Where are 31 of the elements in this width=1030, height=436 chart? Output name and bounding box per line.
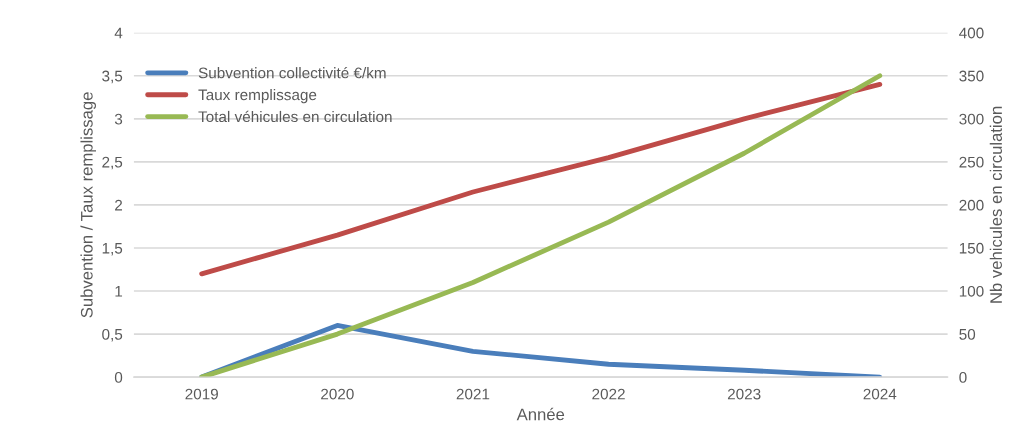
y2-axis-title: Nb vehicules en circulation <box>989 106 1002 303</box>
y2-tick-label: 100 <box>959 285 984 297</box>
y-tick-label: 2,5 <box>102 156 123 170</box>
legend-label: Subvention collectivité €/km <box>198 66 386 79</box>
y2-tick-label: 150 <box>959 242 984 254</box>
x-tick-label: 2019 <box>185 388 218 400</box>
y-tick-label: 1,5 <box>102 243 123 256</box>
y-tick-label: 0 <box>114 372 123 383</box>
x-tick-label: 2021 <box>456 388 490 400</box>
y-tick-label: 2 <box>115 199 123 211</box>
legend-label: Taux remplissage <box>198 89 317 104</box>
x-tick-label: 2022 <box>592 388 625 400</box>
y2-tick-label: 400 <box>959 27 984 39</box>
x-tick-label: 2024 <box>863 388 897 400</box>
line-series <box>199 81 883 277</box>
y-tick-label: 0,5 <box>102 328 123 342</box>
y2-tick-label: 250 <box>959 156 984 168</box>
y2-tick-label: 300 <box>959 113 984 125</box>
y2-tick-label: 50 <box>959 328 976 340</box>
y-tick-label: 1 <box>115 286 123 297</box>
y-tick-label: 3,5 <box>102 70 123 84</box>
y2-tick-label: 0 <box>959 372 967 383</box>
y2-tick-label: 350 <box>959 70 984 82</box>
x-axis-title: Année <box>516 407 565 421</box>
y2-tick-label: 200 <box>959 199 984 211</box>
x-tick-label: 2023 <box>727 388 761 400</box>
y-tick-label: 4 <box>114 27 123 39</box>
y-tick-label: 3 <box>114 113 123 125</box>
legend-label: Total véhicules en circulation <box>198 110 392 123</box>
y-axis-title: Subvention / Taux remplissage <box>80 92 96 318</box>
x-tick-label: 2020 <box>321 388 354 400</box>
